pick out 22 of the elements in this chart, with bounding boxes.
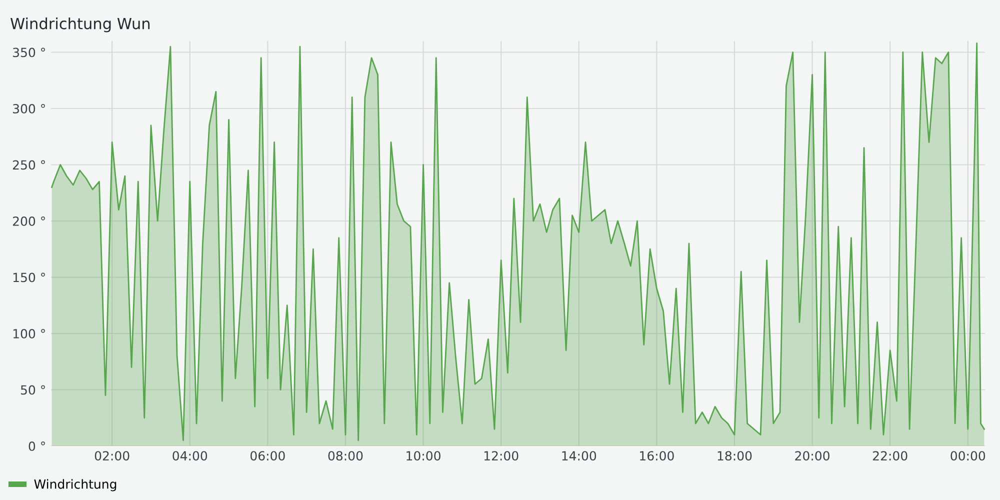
y-tick-label: 300 ° (13, 104, 45, 114)
y-tick-label: 100 ° (13, 328, 45, 338)
y-tick-label: 350 ° (13, 48, 45, 58)
x-tick-label: 04:00 (172, 451, 208, 461)
x-tick-label: 22:00 (872, 451, 908, 461)
y-tick-label: 50 ° (20, 385, 45, 395)
x-tick-label: 08:00 (328, 451, 363, 461)
x-tick-label: 00:00 (950, 451, 986, 461)
x-tick-label: 10:00 (406, 451, 440, 461)
y-tick-label: 0 ° (28, 441, 45, 451)
x-tick-label: 02:00 (94, 451, 130, 461)
legend-label: Windrichtung (34, 479, 116, 492)
x-tick-label: 16:00 (640, 451, 674, 461)
y-tick-label: 250 ° (12, 160, 45, 170)
x-tick-label: 12:00 (484, 451, 518, 461)
x-tick-label: 20:00 (795, 451, 830, 461)
x-tick-label: 14:00 (562, 451, 596, 461)
x-tick-label: 18:00 (718, 451, 752, 461)
y-tick-label: 150 ° (13, 272, 45, 282)
x-tick-label: 06:00 (250, 451, 285, 461)
chart-title: Windrichtung Wun (10, 18, 150, 32)
y-tick-label: 200 ° (12, 216, 45, 226)
